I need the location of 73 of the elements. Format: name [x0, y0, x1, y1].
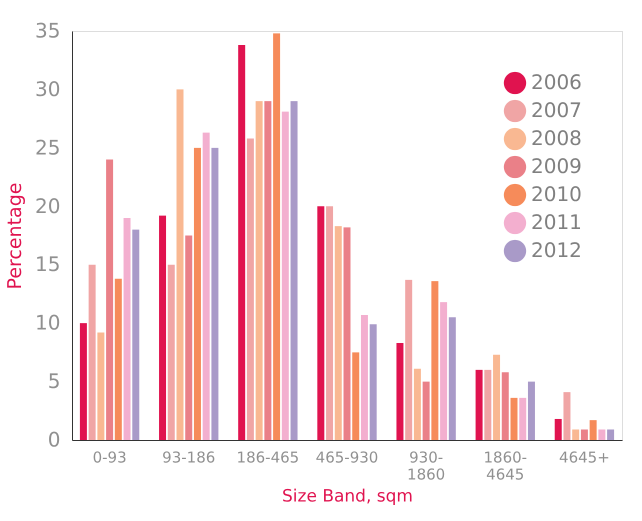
bar — [246, 138, 254, 440]
bar — [159, 216, 166, 440]
bar — [238, 45, 246, 440]
bar — [132, 230, 140, 440]
bar — [422, 382, 430, 440]
bar — [448, 317, 456, 440]
bar — [344, 227, 350, 440]
legend-label: 2008 — [531, 126, 582, 150]
y-tick-label: 30 — [35, 76, 60, 101]
y-tick-label: 35 — [35, 18, 60, 42]
bar — [440, 302, 448, 440]
legend-label: 2007 — [531, 98, 582, 122]
legend-label: 2012 — [531, 238, 582, 262]
x-tick-label: 930-1860 — [407, 448, 446, 484]
bar — [282, 112, 289, 440]
bar — [273, 33, 280, 440]
bar — [185, 236, 192, 440]
bar — [493, 354, 500, 440]
bar — [114, 278, 122, 440]
y-axis-title: Percentage — [4, 182, 26, 290]
bar — [176, 89, 184, 440]
bar — [124, 218, 131, 440]
bar — [352, 352, 360, 440]
bar — [326, 206, 334, 440]
bar — [607, 429, 614, 440]
bar — [405, 280, 412, 440]
bar — [106, 160, 114, 440]
legend-label: 2011 — [531, 210, 582, 234]
y-tick-label: 15 — [35, 252, 60, 276]
bar — [510, 398, 518, 440]
x-tick-label: 1860-4645 — [483, 448, 528, 484]
bar — [370, 324, 377, 440]
bar — [484, 370, 492, 440]
x-tick-label: 0-93 — [92, 448, 127, 466]
bar — [396, 343, 404, 440]
bar — [519, 398, 526, 440]
legend-label: 2006 — [531, 70, 582, 94]
x-tick-label: 93-186 — [162, 448, 216, 466]
bar — [563, 392, 570, 440]
x-tick-label: 4645+ — [559, 448, 610, 466]
bar — [580, 429, 588, 440]
bar — [194, 148, 201, 440]
bar — [317, 206, 324, 440]
x-tick-label: 186-465 — [236, 448, 300, 466]
y-tick-label: 20 — [35, 194, 60, 218]
bar — [97, 332, 104, 440]
bar — [80, 323, 87, 440]
bar — [264, 101, 272, 440]
bar — [572, 429, 580, 440]
legend-label: 2010 — [531, 182, 582, 206]
y-tick-label: 25 — [35, 135, 60, 160]
bar — [554, 418, 562, 440]
bar — [202, 132, 210, 440]
bar — [334, 226, 342, 440]
legend-label: 2009 — [531, 154, 582, 178]
bar — [528, 382, 535, 440]
bar — [211, 148, 218, 440]
y-tick-label: 10 — [35, 310, 60, 335]
bar — [502, 372, 509, 440]
bar — [414, 368, 421, 440]
bar — [590, 420, 597, 440]
bar — [360, 314, 368, 440]
x-axis-title: Size Band, sqm — [282, 486, 413, 506]
bar — [431, 281, 438, 440]
y-tick-label: 0 — [48, 428, 60, 452]
x-tick-label: 465-930 — [316, 448, 378, 466]
bar — [88, 264, 96, 440]
bar — [168, 264, 175, 440]
bar — [598, 429, 606, 440]
bar — [256, 101, 263, 440]
y-tick-label: 5 — [48, 369, 60, 394]
bar — [476, 370, 483, 440]
bar — [290, 101, 298, 440]
